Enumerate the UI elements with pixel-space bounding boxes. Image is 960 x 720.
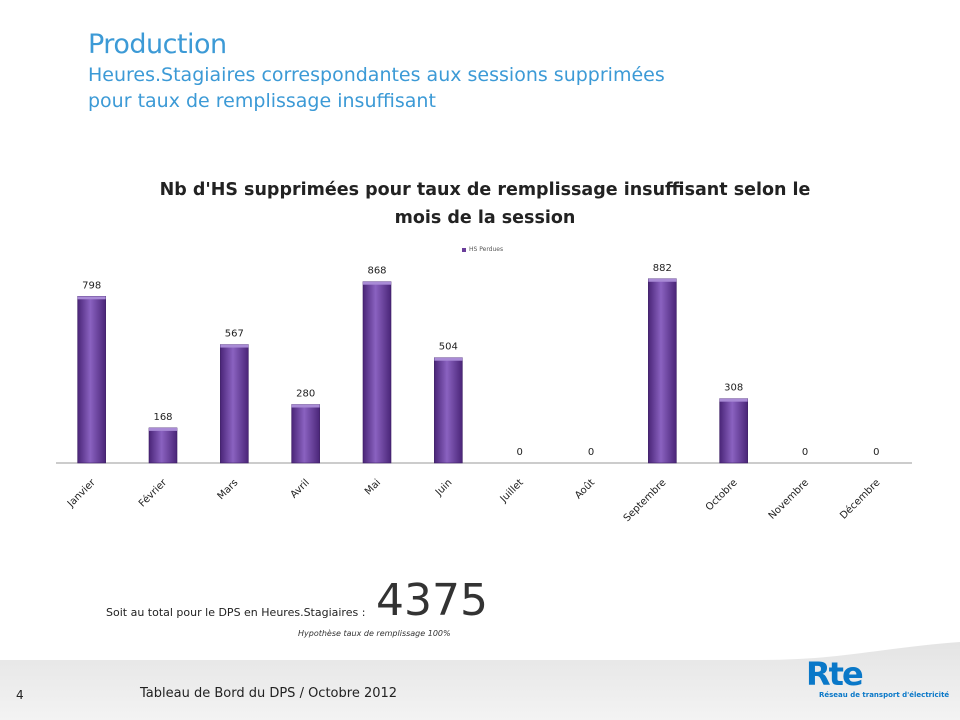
x-tick-label: Avril (289, 477, 312, 500)
logo-text: Réseau de transport d'électricité (819, 691, 950, 699)
bar-avril (291, 404, 320, 464)
total-value: 4375 (376, 575, 488, 626)
chart-title: Nb d'HS supprimées pour taux de rempliss… (130, 176, 840, 232)
x-tick-label: Juillet (498, 477, 526, 505)
data-label: 0 (516, 447, 522, 458)
chart-title-line1: Nb d'HS supprimées pour taux de rempliss… (159, 180, 811, 200)
data-label: 504 (439, 342, 458, 353)
chart-marks: 798 Janvier 168 Février 567 Mars 280 Avril 868 Ma… (56, 263, 912, 524)
bar-septembre (648, 278, 677, 464)
bar-top-highlight (77, 296, 106, 300)
x-tick-label: Janvier (65, 477, 98, 510)
x-tick-label: Mars (216, 477, 241, 502)
bar-octobre (719, 398, 748, 464)
bar-top-highlight (220, 344, 249, 348)
data-label: 868 (367, 266, 386, 277)
rte-logo: Rte Réseau de transport d'électricité (806, 655, 950, 705)
bar-chart: 798 Janvier 168 Février 567 Mars 280 Avril 868 Ma… (56, 263, 912, 524)
legend-label: HS Perdues (469, 246, 504, 253)
total-label: Soit au total pour le DPS en Heures.Stag… (106, 606, 366, 619)
x-tick-label: Décembre (837, 477, 882, 522)
bar-mars (220, 344, 249, 464)
header: Production Heures.Stagiaires corresponda… (88, 28, 888, 114)
x-tick-label: Septembre (622, 477, 669, 524)
data-label: 798 (82, 280, 101, 291)
legend-swatch (462, 247, 466, 252)
x-tick-label: Août (572, 477, 597, 502)
bar-top-highlight (648, 278, 677, 282)
data-label: 0 (873, 447, 879, 458)
bar-février (148, 427, 178, 464)
x-tick-label: Novembre (767, 477, 811, 521)
bar-top-highlight (434, 357, 463, 361)
footer-text: Tableau de Bord du DPS / Octobre 2012 (140, 686, 398, 701)
chart-title-line2: mois de la session (394, 208, 576, 228)
bar-top-highlight (291, 404, 320, 408)
data-label: 0 (588, 447, 594, 458)
data-label: 308 (724, 383, 743, 394)
chart-legend: HS Perdues (462, 246, 503, 253)
bar-top-highlight (149, 427, 177, 431)
bar-janvier (77, 296, 106, 464)
bar-juin (434, 357, 463, 464)
page-number: 4 (16, 688, 24, 702)
data-label: 168 (153, 412, 172, 423)
x-tick-label: Octobre (704, 477, 740, 513)
logo-mark: Rte (806, 655, 864, 693)
page-subtitle-line1: Heures.Stagiaires correspondantes aux se… (88, 64, 665, 86)
page-subtitle-line2: pour taux de remplissage insuffisant (88, 90, 436, 112)
data-label: 280 (296, 389, 315, 400)
bar-top-highlight (719, 398, 748, 402)
footer-band (0, 642, 960, 720)
bar-mai (362, 281, 392, 464)
x-tick-label: Février (136, 476, 169, 509)
x-tick-label: Mai (363, 477, 383, 497)
page-title: Production (88, 29, 227, 60)
x-tick-label: Juin (433, 477, 455, 499)
data-label: 567 (225, 329, 244, 340)
hypothesis-note: Hypothèse taux de remplissage 100% (298, 629, 451, 638)
data-label: 0 (802, 447, 808, 458)
data-label: 882 (653, 263, 672, 274)
bar-top-highlight (363, 281, 391, 285)
